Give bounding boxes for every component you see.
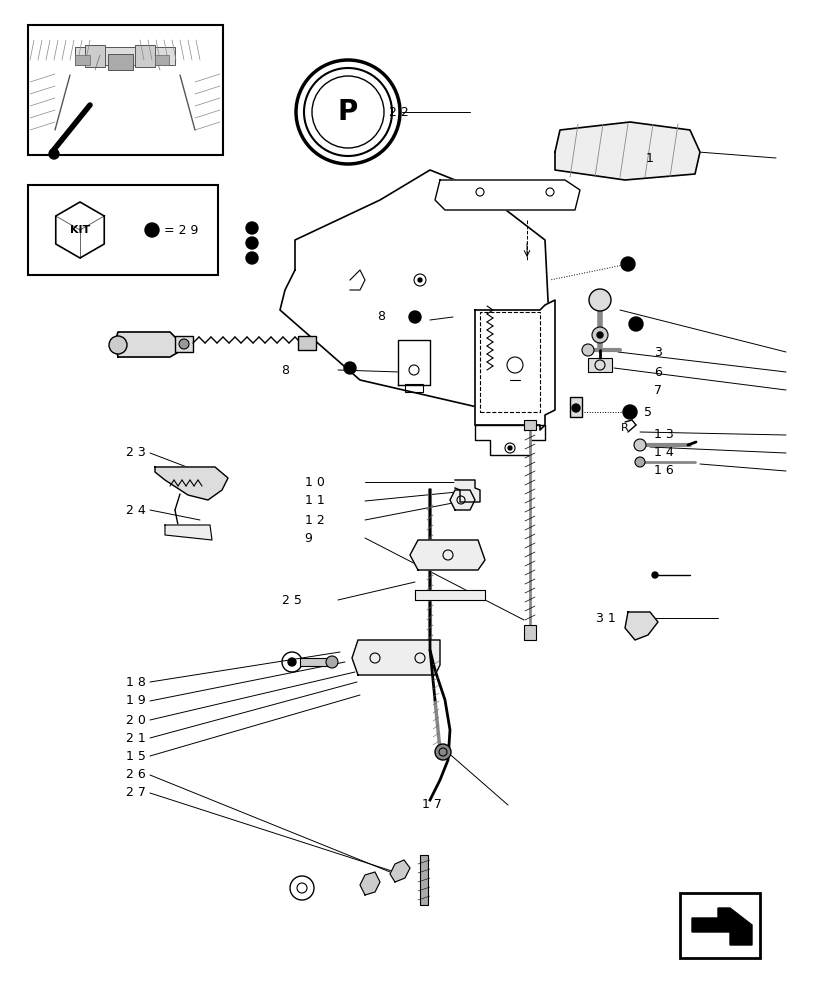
Circle shape [295, 60, 399, 164]
Circle shape [179, 339, 189, 349]
Circle shape [288, 658, 295, 666]
Text: KIT: KIT [69, 225, 90, 235]
Text: 2 7: 2 7 [126, 786, 146, 800]
Text: 2 0: 2 0 [126, 714, 146, 726]
Circle shape [571, 404, 579, 412]
Bar [28, 185, 218, 275]
Circle shape [343, 362, 356, 374]
Circle shape [581, 344, 593, 356]
Circle shape [508, 446, 511, 450]
Circle shape [246, 252, 258, 264]
Text: 2 6: 2 6 [126, 768, 146, 782]
Bar [108, 54, 133, 70]
Text: 1 7: 1 7 [422, 798, 442, 812]
Bar [75, 47, 174, 65]
Text: 1 4: 1 4 [653, 446, 673, 460]
Text: 1 8: 1 8 [126, 676, 146, 688]
Circle shape [418, 278, 422, 282]
Bar [299, 658, 327, 666]
Polygon shape [434, 180, 579, 210]
Bar [480, 312, 539, 412]
Text: 2 2: 2 2 [389, 105, 409, 118]
Bar [419, 855, 428, 905]
Bar [569, 397, 581, 417]
Text: 8: 8 [376, 310, 385, 324]
Polygon shape [115, 332, 182, 357]
Text: 8: 8 [281, 363, 289, 376]
Circle shape [620, 257, 634, 271]
Bar [135, 45, 155, 67]
Bar [523, 625, 535, 640]
Text: 3: 3 [653, 346, 662, 359]
Circle shape [591, 327, 607, 343]
Circle shape [651, 572, 657, 578]
Polygon shape [475, 300, 554, 430]
Circle shape [596, 332, 602, 338]
Polygon shape [351, 640, 439, 675]
Polygon shape [165, 525, 212, 540]
Bar [174, 336, 193, 352]
Polygon shape [414, 590, 485, 600]
Circle shape [409, 311, 420, 323]
Text: 1 2: 1 2 [304, 514, 324, 526]
Bar [404, 384, 423, 392]
Text: 2 1: 2 1 [126, 732, 146, 744]
Text: 6: 6 [653, 365, 662, 378]
Bar [587, 358, 611, 372]
Circle shape [246, 222, 258, 234]
Text: 5: 5 [643, 406, 652, 418]
Text: 3 1: 3 1 [595, 611, 615, 624]
Text: 2 4: 2 4 [126, 504, 146, 516]
Text: 2 5: 2 5 [281, 593, 301, 606]
Text: 1 3: 1 3 [653, 428, 673, 442]
Text: R: R [620, 423, 629, 433]
Polygon shape [409, 540, 485, 570]
Text: P: P [337, 98, 358, 126]
Text: 2 3: 2 3 [126, 446, 146, 460]
Text: 1 0: 1 0 [304, 476, 324, 488]
Polygon shape [155, 467, 227, 500]
Polygon shape [455, 480, 480, 502]
Polygon shape [475, 425, 544, 455]
Circle shape [588, 289, 610, 311]
Circle shape [145, 223, 159, 237]
Polygon shape [390, 860, 409, 882]
Circle shape [622, 405, 636, 419]
Circle shape [49, 149, 59, 159]
Text: 7: 7 [653, 383, 662, 396]
Polygon shape [691, 908, 751, 945]
Circle shape [246, 237, 258, 249]
Circle shape [634, 457, 644, 467]
Text: 1 1: 1 1 [304, 494, 324, 508]
Polygon shape [624, 612, 657, 640]
Bar [28, 25, 222, 155]
Bar [523, 420, 535, 430]
Circle shape [326, 656, 337, 668]
Bar [75, 55, 90, 65]
Text: 9: 9 [304, 532, 313, 544]
Circle shape [633, 439, 645, 451]
Circle shape [629, 317, 643, 331]
Polygon shape [554, 122, 699, 180]
Bar [155, 55, 169, 65]
Text: = 2 9: = 2 9 [164, 224, 198, 236]
Text: 1 5: 1 5 [126, 750, 146, 762]
Polygon shape [398, 340, 429, 385]
Bar [298, 336, 316, 350]
Polygon shape [449, 490, 475, 510]
Text: 1 6: 1 6 [653, 464, 673, 478]
Circle shape [434, 744, 451, 760]
Circle shape [109, 336, 127, 354]
Polygon shape [360, 872, 380, 895]
Text: 1: 1 [645, 151, 653, 164]
Bar [679, 893, 759, 958]
Bar [85, 45, 105, 67]
Text: 1 9: 1 9 [126, 694, 146, 708]
Polygon shape [280, 170, 549, 410]
